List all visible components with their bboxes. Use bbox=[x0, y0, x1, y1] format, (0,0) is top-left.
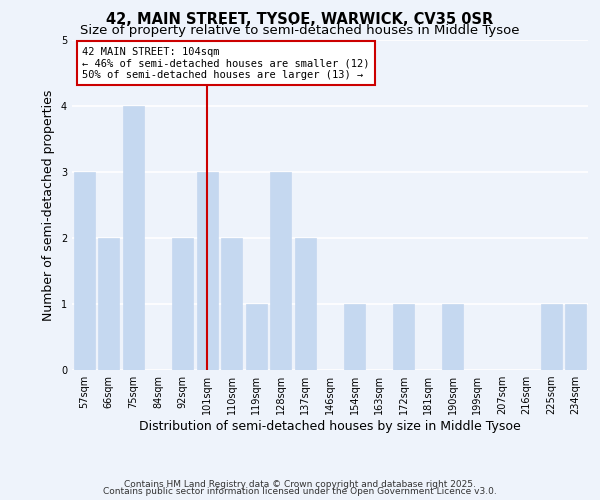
Bar bbox=[393, 304, 414, 370]
X-axis label: Distribution of semi-detached houses by size in Middle Tysoe: Distribution of semi-detached houses by … bbox=[139, 420, 521, 433]
Bar bbox=[74, 172, 95, 370]
Bar bbox=[442, 304, 463, 370]
Bar bbox=[565, 304, 586, 370]
Text: Contains HM Land Registry data © Crown copyright and database right 2025.: Contains HM Land Registry data © Crown c… bbox=[124, 480, 476, 489]
Text: 42, MAIN STREET, TYSOE, WARWICK, CV35 0SR: 42, MAIN STREET, TYSOE, WARWICK, CV35 0S… bbox=[106, 12, 494, 28]
Bar bbox=[295, 238, 316, 370]
Bar bbox=[541, 304, 562, 370]
Text: Size of property relative to semi-detached houses in Middle Tysoe: Size of property relative to semi-detach… bbox=[80, 24, 520, 37]
Bar bbox=[123, 106, 144, 370]
Y-axis label: Number of semi-detached properties: Number of semi-detached properties bbox=[43, 90, 55, 320]
Bar bbox=[172, 238, 193, 370]
Bar bbox=[246, 304, 267, 370]
Bar bbox=[197, 172, 218, 370]
Text: 42 MAIN STREET: 104sqm
← 46% of semi-detached houses are smaller (12)
50% of sem: 42 MAIN STREET: 104sqm ← 46% of semi-det… bbox=[82, 46, 370, 80]
Bar bbox=[271, 172, 292, 370]
Text: Contains public sector information licensed under the Open Government Licence v3: Contains public sector information licen… bbox=[103, 487, 497, 496]
Bar bbox=[98, 238, 119, 370]
Bar bbox=[221, 238, 242, 370]
Bar bbox=[344, 304, 365, 370]
